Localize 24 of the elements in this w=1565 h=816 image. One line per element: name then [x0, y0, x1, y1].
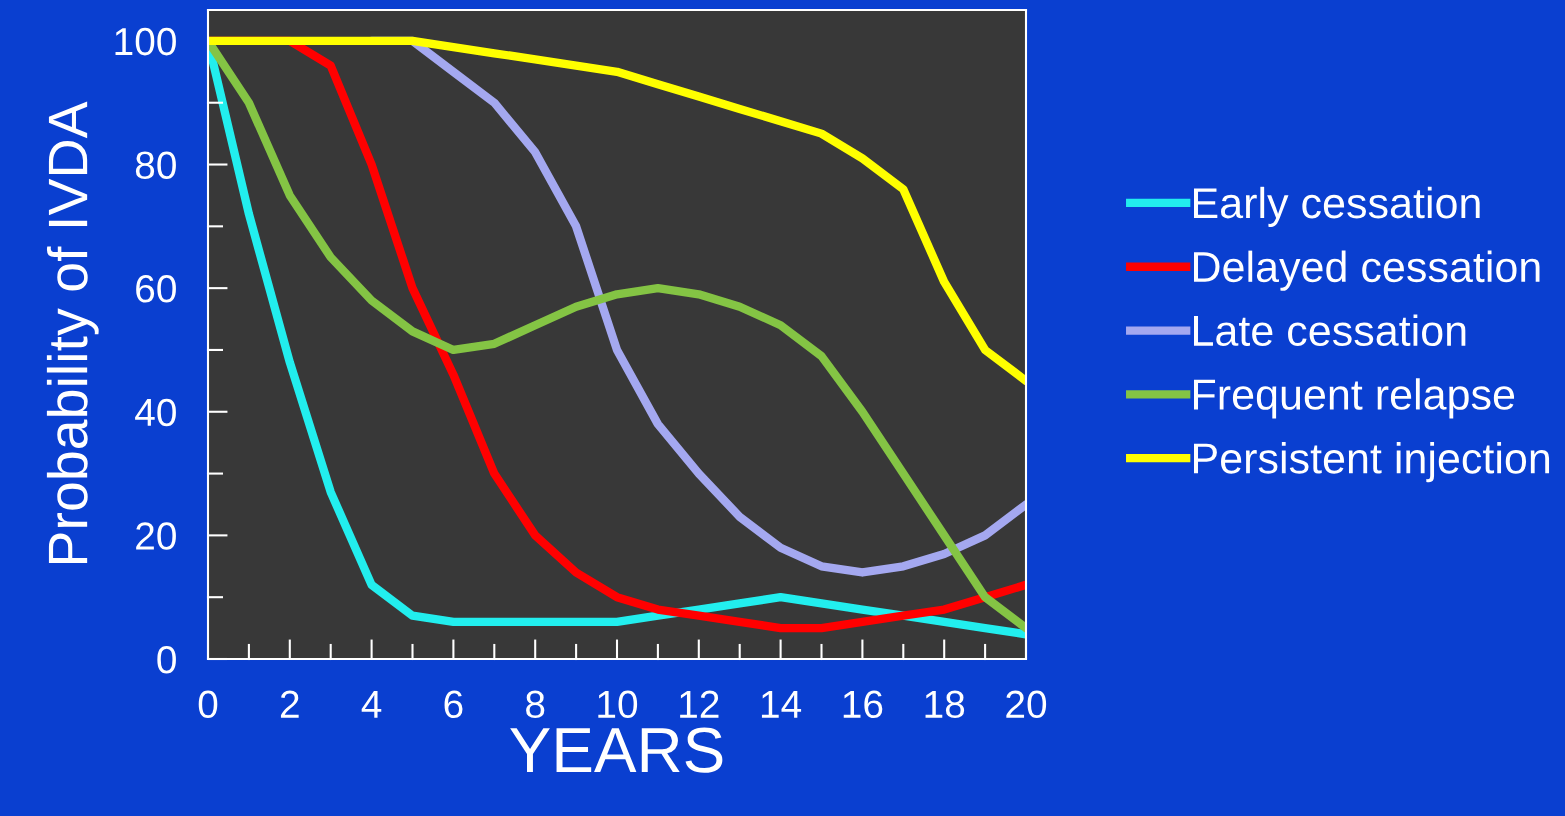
legend-label: Persistent injection — [1194, 442, 1550, 483]
x-axis-title: YEARS — [510, 727, 723, 773]
x-tick-label: 4 — [361, 690, 382, 718]
x-tick-label: 16 — [843, 690, 883, 719]
y-tick-label: 100 — [115, 27, 176, 56]
x-tick-label: 6 — [444, 690, 463, 719]
x-tick-label: 2 — [280, 690, 299, 718]
y-tick-label: 80 — [135, 151, 176, 179]
x-tick-label: 14 — [761, 690, 802, 718]
y-tick-label: 60 — [136, 275, 176, 303]
x-tick-label: 18 — [925, 690, 965, 719]
legend-label: Frequent relapse — [1194, 378, 1515, 419]
x-tick-label: 8 — [526, 690, 545, 719]
legend-label: Late cessation — [1194, 314, 1466, 347]
x-tick-label: 12 — [680, 690, 719, 718]
y-tick-label: 0 — [157, 645, 176, 674]
y-tick-label: 40 — [135, 398, 176, 427]
y-tick-label: 20 — [136, 522, 176, 550]
x-tick-label: 0 — [198, 690, 218, 719]
x-tick-label: 20 — [1006, 690, 1047, 719]
legend-label: Delayed cessation — [1194, 250, 1540, 291]
y-axis-title: Probability of IVDA — [46, 101, 99, 564]
x-tick-label: 10 — [598, 690, 638, 719]
legend-label: Early cessation — [1194, 186, 1480, 227]
